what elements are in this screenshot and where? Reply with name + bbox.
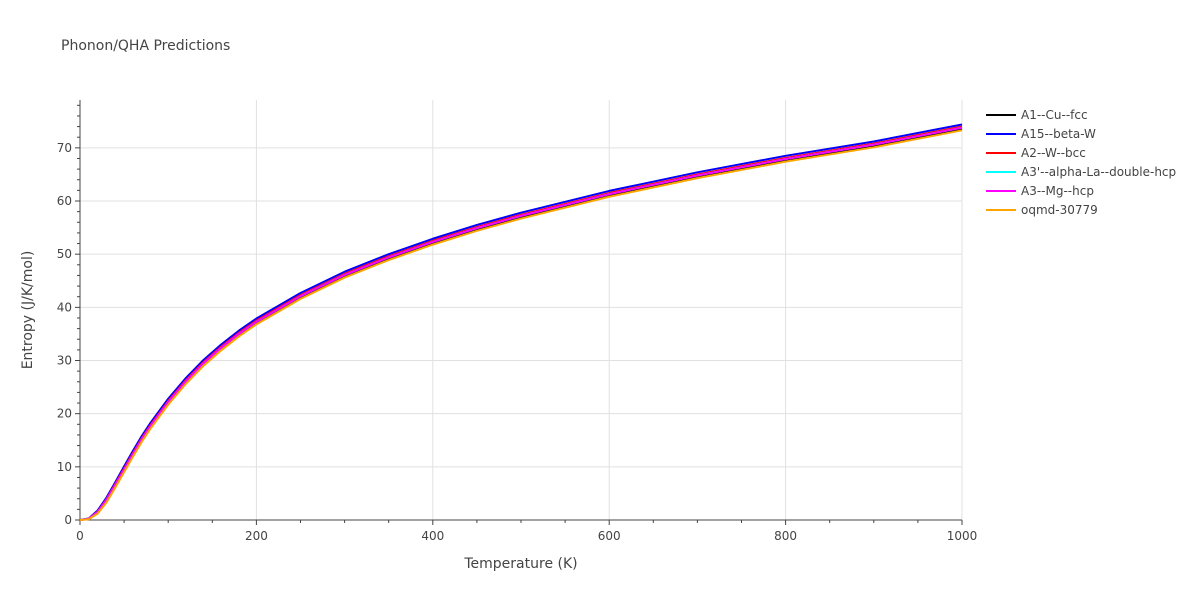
x-tick-label: 1000 [947, 529, 978, 543]
y-tick-label: 20 [57, 407, 72, 421]
x-tick-label: 0 [76, 529, 84, 543]
y-tick-label: 60 [57, 194, 72, 208]
legend-label: A3'--alpha-La--double-hcp [1021, 165, 1176, 179]
legend-item[interactable]: A3--Mg--hcp [986, 184, 1094, 198]
y-tick-label: 70 [57, 141, 72, 155]
legend-label: A1--Cu--fcc [1021, 108, 1088, 122]
legend: A1--Cu--fcc A15--beta-W A2--W--bcc A3'--alp… [986, 108, 1176, 217]
series-line [79, 129, 963, 521]
series-line [79, 126, 963, 521]
x-tick-label: 800 [774, 529, 797, 543]
series-line [79, 127, 963, 521]
y-tick-label: 50 [57, 247, 72, 261]
legend-item[interactable]: oqmd-30779 [986, 203, 1098, 217]
y-axis-title: Entropy (J/K/mol) [20, 251, 36, 370]
legend-label: A3--Mg--hcp [1021, 184, 1094, 198]
series-line [79, 125, 963, 521]
legend-label: A15--beta-W [1021, 127, 1096, 141]
plot-area [79, 123, 963, 521]
series-line [79, 123, 963, 521]
y-tick-label: 40 [57, 300, 72, 314]
series-line [79, 126, 963, 521]
grid-layer [80, 100, 963, 520]
legend-item[interactable]: A3'--alpha-La--double-hcp [986, 165, 1176, 179]
legend-item[interactable]: A1--Cu--fcc [986, 108, 1088, 122]
legend-label: oqmd-30779 [1021, 203, 1098, 217]
x-tick-label: 200 [245, 529, 268, 543]
legend-item[interactable]: A15--beta-W [986, 127, 1096, 141]
y-tick-label: 0 [64, 513, 72, 527]
x-tick-label: 600 [598, 529, 621, 543]
chart-title: Phonon/QHA Predictions [61, 38, 230, 54]
y-tick-label: 30 [57, 354, 72, 368]
legend-item[interactable]: A2--W--bcc [986, 146, 1086, 160]
axis-layer: 0 200 400 600 800 1000 0 10 20 30 40 50 60 70 [57, 100, 978, 543]
x-axis-title: Temperature (K) [463, 556, 577, 572]
legend-label: A2--W--bcc [1021, 146, 1086, 160]
x-tick-label: 400 [421, 529, 444, 543]
y-tick-label: 10 [57, 460, 72, 474]
